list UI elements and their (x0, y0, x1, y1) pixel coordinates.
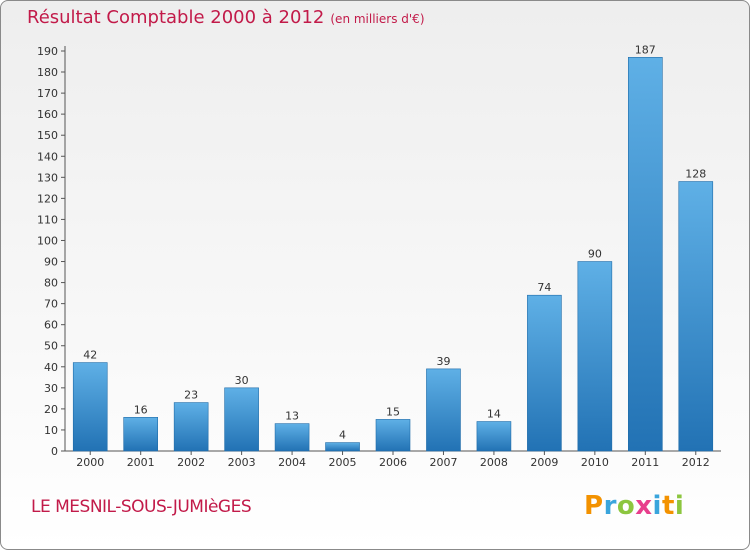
chart-title: Résultat Comptable 2000 à 2012 (en millie… (27, 7, 425, 28)
y-tick-label: 170 (37, 87, 58, 100)
y-tick-label: 90 (44, 256, 58, 269)
bar-2010 (577, 261, 613, 452)
bar-value-label: 16 (134, 403, 148, 416)
x-tick-label: 2010 (581, 456, 609, 469)
y-tick-label: 0 (51, 445, 58, 458)
bar-2008 (476, 421, 512, 452)
bar-value-label: 30 (235, 374, 249, 387)
x-tick-label: 2012 (682, 456, 710, 469)
logo-letter: o (616, 491, 636, 521)
bar-2005 (325, 442, 360, 452)
x-tick-label: 2005 (329, 456, 357, 469)
x-tick-label: 2002 (177, 456, 205, 469)
bar-value-label: 14 (487, 408, 501, 421)
bar-value-label: 13 (285, 410, 299, 423)
x-tick-label: 2006 (379, 456, 407, 469)
bar-2001 (123, 417, 158, 452)
location-name: LE MESNIL-SOUS-JUMIèGES (31, 497, 252, 517)
x-tick-label: 2004 (278, 456, 306, 469)
y-tick-label: 180 (37, 66, 58, 79)
bar-2009 (527, 294, 562, 452)
bar-value-label: 42 (83, 349, 97, 362)
bar-2000 (72, 362, 108, 452)
y-tick-label: 120 (37, 192, 58, 205)
y-tick-label: 150 (37, 129, 58, 142)
y-tick-label: 30 (44, 382, 58, 395)
y-tick-label: 40 (44, 361, 58, 374)
x-tick-label: 2007 (429, 456, 457, 469)
bar-2011 (628, 57, 663, 452)
logo-letter: i (652, 491, 662, 521)
y-tick-label: 140 (37, 150, 58, 163)
y-tick-label: 60 (44, 319, 58, 332)
logo-letter: P (584, 491, 604, 521)
bar-value-label: 39 (436, 355, 450, 368)
y-tick-label: 70 (44, 298, 58, 311)
bar-2004 (274, 423, 310, 452)
proxiti-logo: Proxiti (584, 491, 684, 521)
logo-letter: r (603, 491, 617, 521)
y-tick-label: 20 (44, 403, 58, 416)
bar-value-label: 128 (685, 168, 706, 181)
y-tick-label: 50 (44, 340, 58, 353)
x-tick-label: 2008 (480, 456, 508, 469)
logo-letter: t (661, 491, 675, 521)
bar-value-label: 90 (588, 248, 602, 261)
bar-2007 (426, 368, 461, 452)
bar-value-label: 15 (386, 405, 400, 418)
chart-title-text: Résultat Comptable 2000 à 2012 (27, 7, 325, 28)
y-tick-label: 10 (44, 424, 58, 437)
chart-unit-note: (en milliers d'€) (330, 12, 425, 26)
y-tick-label: 80 (44, 277, 58, 290)
x-tick-label: 2009 (530, 456, 558, 469)
logo-letter: x (635, 491, 653, 521)
x-tick-label: 2011 (631, 456, 659, 469)
x-tick-label: 2001 (127, 456, 155, 469)
x-tick-label: 2003 (228, 456, 256, 469)
bar-value-label: 4 (339, 429, 346, 442)
bar-2006 (375, 419, 411, 452)
bar-value-label: 187 (635, 43, 656, 56)
bar-value-label: 23 (184, 389, 198, 402)
x-tick-label: 2000 (76, 456, 104, 469)
bar-2012 (678, 181, 714, 452)
y-tick-label: 160 (37, 108, 58, 121)
bar-value-label: 74 (537, 281, 551, 294)
bar-2003 (224, 387, 259, 452)
logo-letter: i (674, 491, 685, 521)
y-tick-label: 100 (37, 234, 58, 247)
y-tick-label: 190 (37, 45, 58, 58)
bar-2002 (173, 402, 209, 452)
y-tick-label: 130 (37, 171, 58, 184)
y-tick-label: 110 (37, 213, 58, 226)
